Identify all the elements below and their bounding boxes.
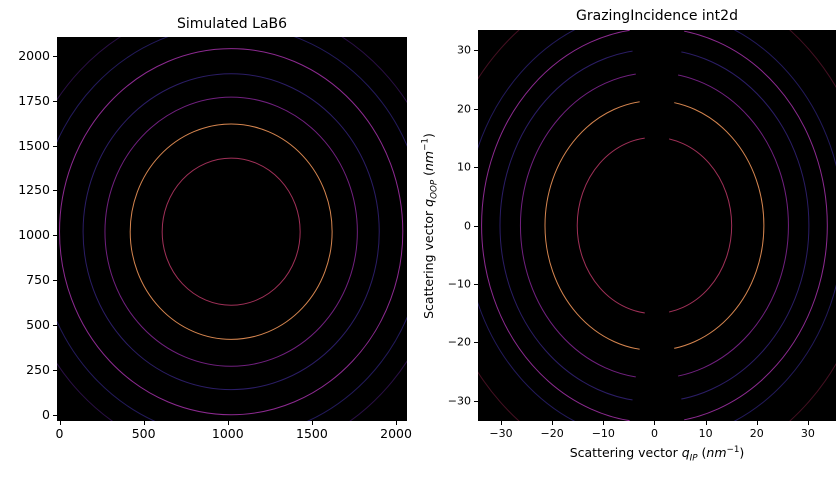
y-tick-mark xyxy=(474,400,478,402)
y-tick-label: 10 xyxy=(457,160,471,174)
x-tick-mark xyxy=(756,421,758,425)
x-tick-label: 1000 xyxy=(211,426,244,441)
x-tick-mark xyxy=(59,421,61,425)
y-tick-label: 1000 xyxy=(18,227,50,243)
y-tick-mark xyxy=(53,55,57,57)
xlabel-unit-open: ( xyxy=(697,445,707,461)
x-tick-mark xyxy=(654,421,656,425)
xlabel-unit-exponent: −1 xyxy=(726,445,740,455)
y-tick-mark xyxy=(53,369,57,371)
xlabel-prefix: Scattering vector xyxy=(569,445,682,461)
y-tick-mark xyxy=(53,235,57,237)
y-tick-label: 1500 xyxy=(18,137,50,153)
xlabel-symbol: q xyxy=(681,445,690,461)
x-tick-mark xyxy=(227,421,229,425)
y-tick-mark xyxy=(474,342,478,344)
y-tick-mark xyxy=(53,190,57,192)
right-x-axis-label: Scattering vector qIP (nm−1) xyxy=(570,445,745,464)
x-tick-label: 500 xyxy=(131,426,156,441)
ylabel-symbol: q xyxy=(420,198,436,207)
right-plot-canvas xyxy=(478,30,836,421)
missing-wedge-mask xyxy=(629,225,685,421)
x-tick-mark xyxy=(552,421,554,425)
ylabel-unit-close: ) xyxy=(420,133,436,138)
y-tick-mark xyxy=(53,145,57,147)
x-tick-label: −30 xyxy=(489,427,513,440)
ylabel-unit-exponent: −1 xyxy=(420,137,431,151)
right-plot-title: GrazingIncidence int2d xyxy=(576,8,738,24)
y-tick-mark xyxy=(474,283,478,285)
xlabel-subscript: IP xyxy=(689,453,698,464)
diffraction-ring xyxy=(59,48,404,416)
diffraction-ring xyxy=(82,73,380,391)
x-tick-label: 20 xyxy=(749,427,764,440)
y-tick-mark xyxy=(53,280,57,282)
x-tick-label: 0 xyxy=(55,426,64,441)
y-tick-label: 500 xyxy=(26,316,50,332)
y-tick-label: 20 xyxy=(457,102,471,116)
y-tick-label: 250 xyxy=(26,361,50,377)
y-tick-label: 750 xyxy=(26,271,50,287)
y-tick-label: −30 xyxy=(447,394,471,408)
diffraction-ring xyxy=(129,123,333,340)
y-tick-label: 1250 xyxy=(18,182,50,198)
y-tick-label: 0 xyxy=(42,406,50,422)
y-tick-mark xyxy=(474,167,478,169)
detector-background xyxy=(57,37,407,421)
y-tick-label: 30 xyxy=(457,43,471,57)
y-tick-mark xyxy=(53,414,57,416)
x-tick-label: −10 xyxy=(591,427,615,440)
y-tick-label: 1750 xyxy=(18,92,50,108)
left-plot-canvas xyxy=(57,37,407,421)
x-tick-label: 10 xyxy=(698,427,713,440)
y-tick-mark xyxy=(474,50,478,52)
x-tick-label: 30 xyxy=(800,427,815,440)
x-tick-mark xyxy=(311,421,313,425)
diffraction-ring xyxy=(104,96,358,367)
x-tick-mark xyxy=(143,421,145,425)
x-tick-label: 2000 xyxy=(380,426,412,441)
x-tick-label: 1500 xyxy=(296,426,328,441)
xlabel-unit-close: ) xyxy=(739,445,745,461)
x-tick-mark xyxy=(603,421,605,425)
y-tick-label: 2000 xyxy=(18,47,50,63)
x-tick-mark xyxy=(396,421,398,425)
y-tick-label: 0 xyxy=(464,219,471,232)
y-tick-mark xyxy=(474,225,478,227)
x-tick-mark xyxy=(807,421,809,425)
diffraction-ring xyxy=(481,30,828,421)
x-tick-mark xyxy=(705,421,707,425)
x-tick-mark xyxy=(501,421,502,425)
xlabel-unit: nm xyxy=(706,445,727,461)
y-tick-mark xyxy=(474,108,478,110)
left-plot-title: Simulated LaB6 xyxy=(176,16,288,32)
x-tick-label: −20 xyxy=(540,427,564,440)
y-tick-label: −10 xyxy=(447,277,471,291)
diffraction-ring xyxy=(161,157,301,306)
x-tick-label: 0 xyxy=(650,427,658,440)
y-tick-mark xyxy=(53,325,57,326)
missing-wedge-mask xyxy=(629,30,685,226)
ylabel-subscript: OOP xyxy=(429,179,440,199)
y-tick-label: −20 xyxy=(447,335,471,349)
y-tick-mark xyxy=(53,100,57,102)
